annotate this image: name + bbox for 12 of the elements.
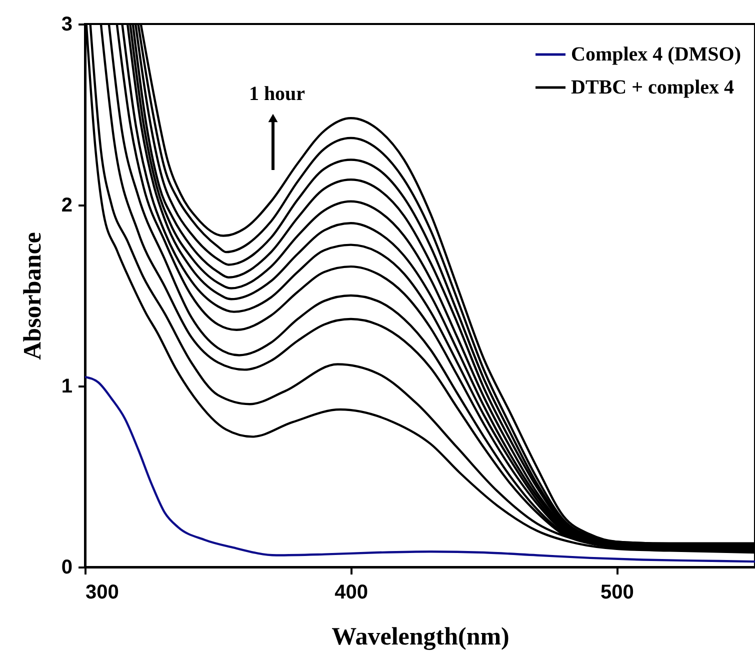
y-tick-label: 0: [61, 556, 72, 578]
x-tick-label: 500: [600, 582, 634, 604]
y-tick-label: 3: [61, 14, 72, 36]
x-tick-label: 300: [86, 582, 119, 604]
y-axis-title: Absorbance: [19, 232, 46, 360]
annotation: 1 hour: [248, 83, 306, 105]
legend-label: DTBC + complex 4: [571, 76, 734, 98]
x-axis-title: Wavelength(nm): [332, 624, 510, 650]
y-tick-label: 2: [61, 194, 72, 216]
legend-label: Complex 4 (DMSO): [571, 44, 741, 66]
y-tick-label: 1: [61, 376, 72, 398]
x-tick-label: 400: [334, 582, 368, 604]
